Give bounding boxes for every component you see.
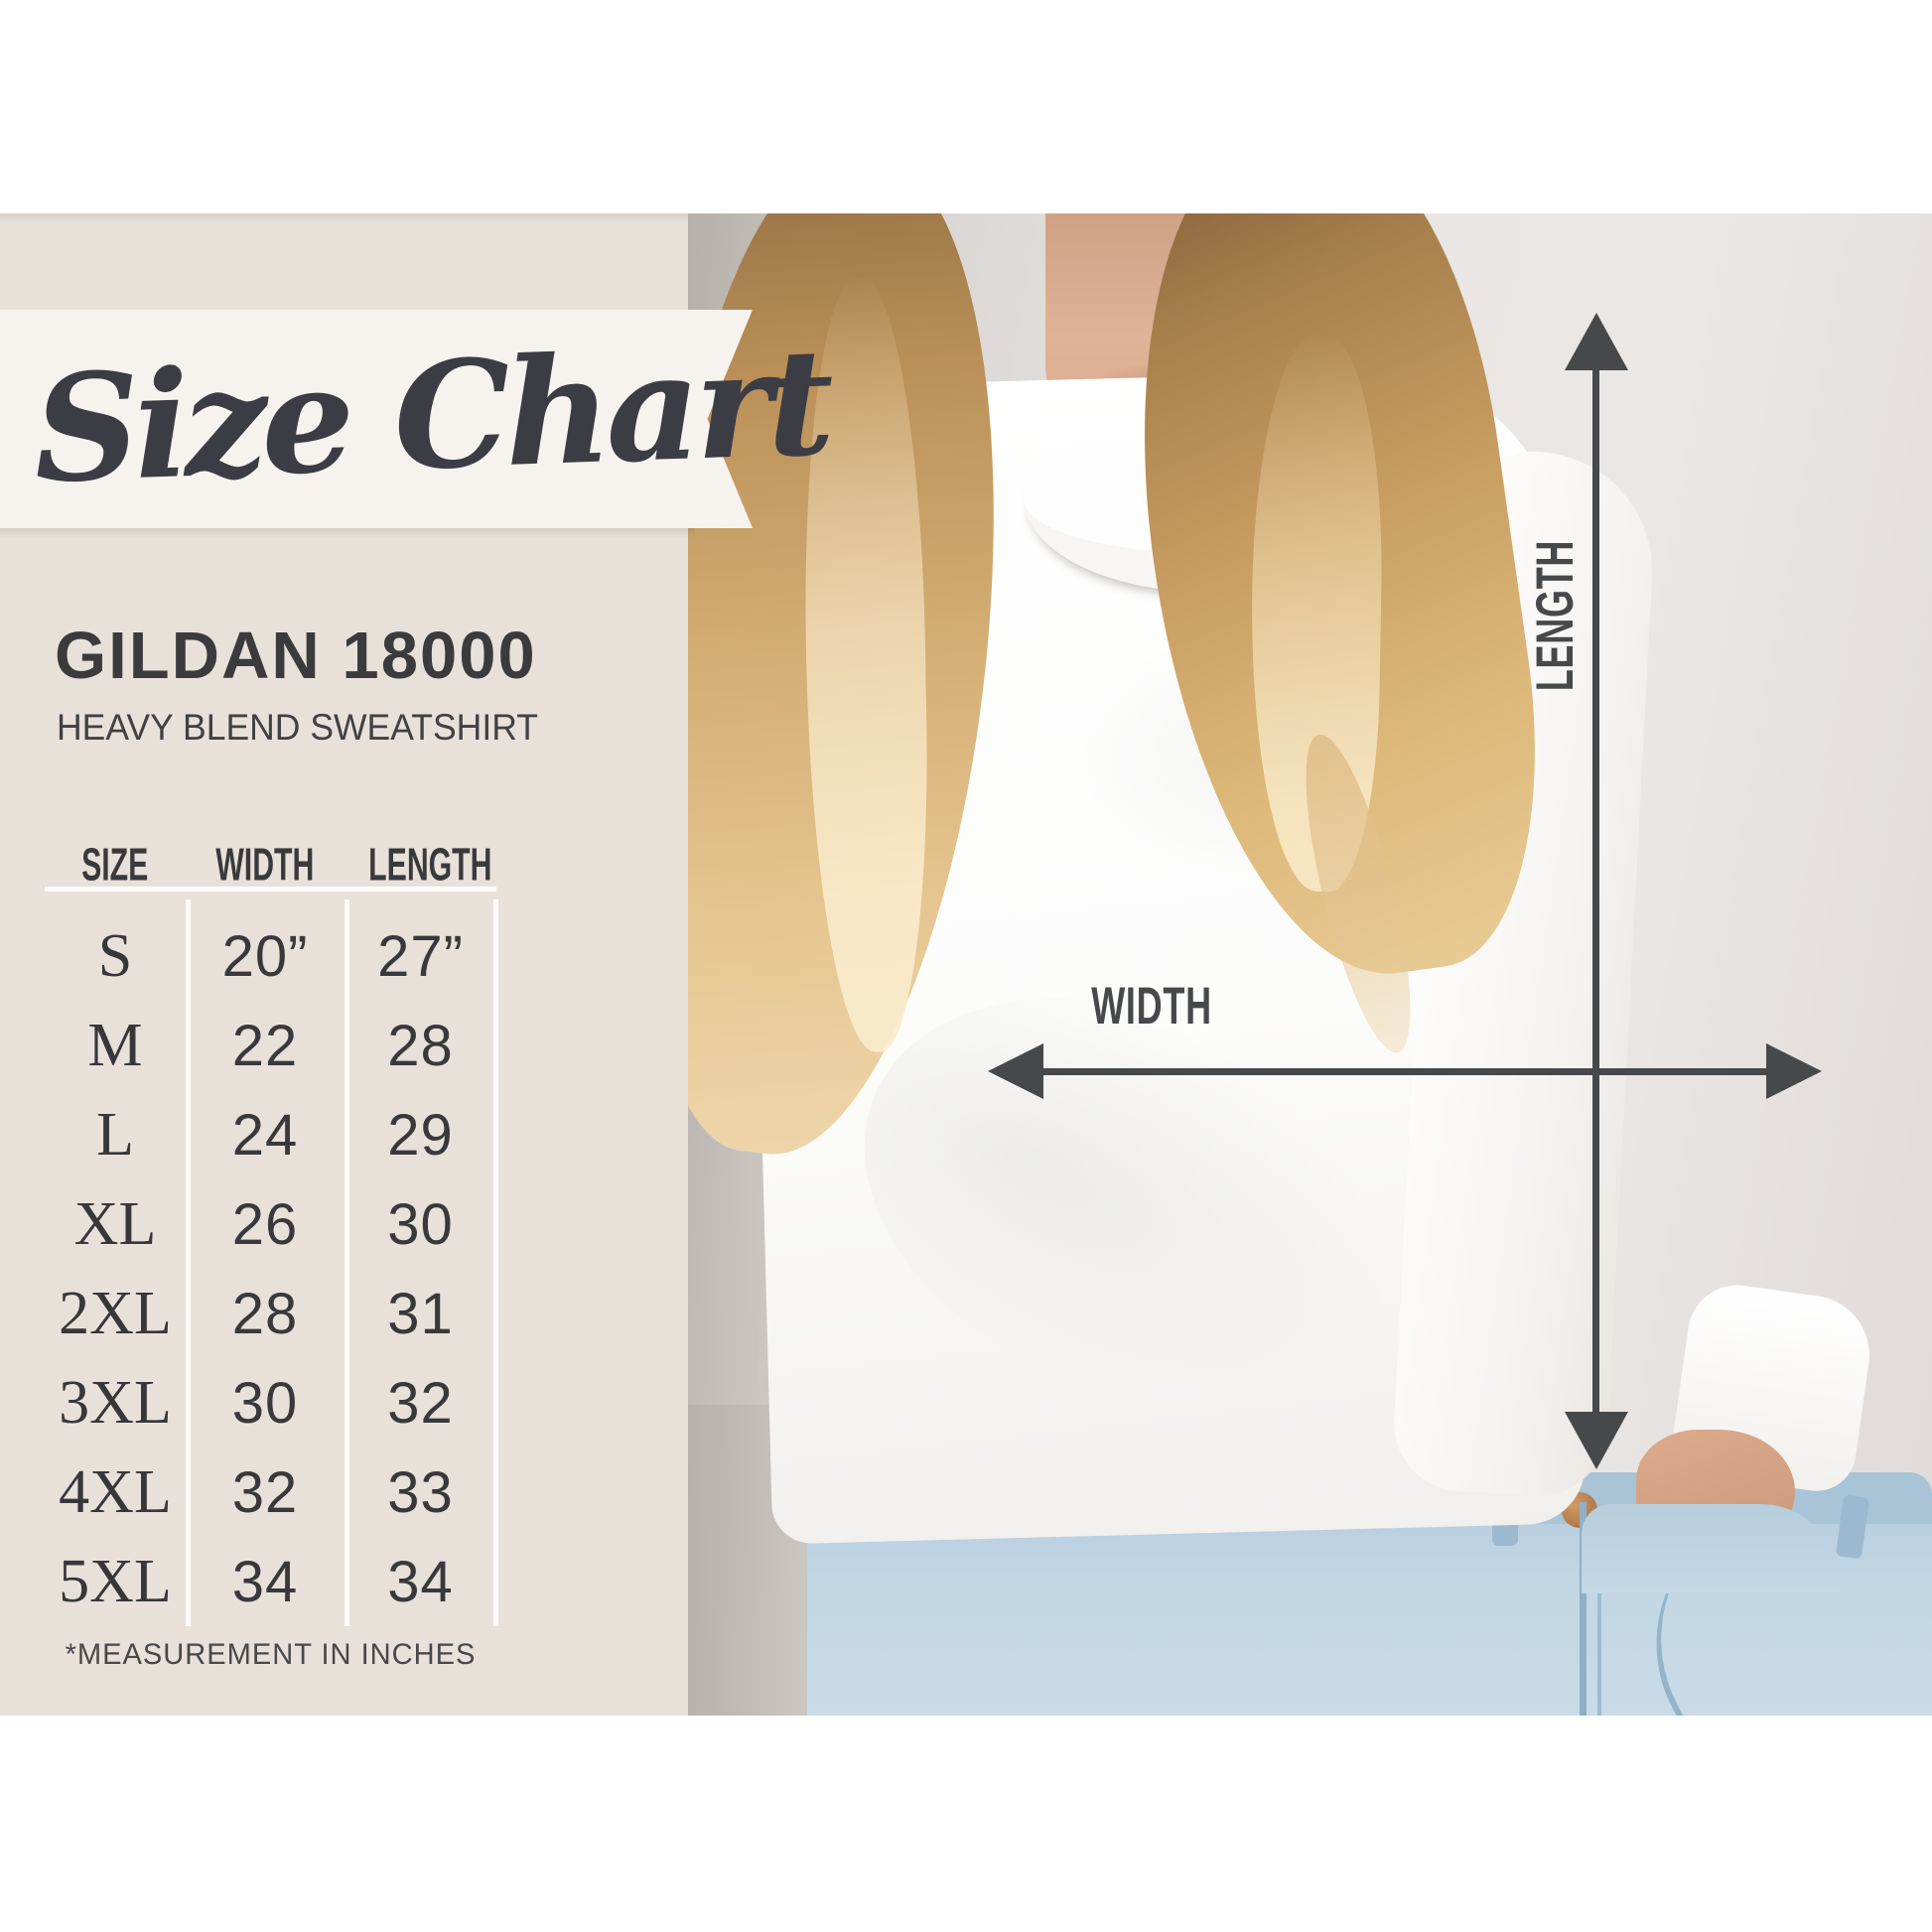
title-ribbon bbox=[0, 310, 753, 528]
arrow-left-icon bbox=[988, 1043, 1043, 1099]
table-header-row: SIZE WIDTH LENGTH bbox=[45, 839, 496, 891]
table-row-width: 28 bbox=[231, 1281, 299, 1346]
table-row-size: XL bbox=[73, 1189, 157, 1258]
product-subtitle: HEAVY BLEND SWEATSHIRT bbox=[57, 707, 538, 748]
jeans-pocket-edge bbox=[1582, 1504, 1840, 1593]
length-dimension-label: LENGTH bbox=[1525, 539, 1585, 692]
table-row-size: 5XL bbox=[59, 1547, 172, 1615]
arrow-down-icon bbox=[1565, 1412, 1628, 1469]
table-row-length: 31 bbox=[387, 1281, 454, 1346]
jeans-fly-seam bbox=[1597, 1512, 1601, 1716]
table-divider bbox=[345, 899, 349, 1626]
header-size: SIZE bbox=[81, 838, 149, 891]
table-row-length: 34 bbox=[387, 1549, 454, 1614]
arrow-up-icon bbox=[1565, 313, 1628, 370]
table-row-width: 26 bbox=[231, 1191, 299, 1257]
table-row-size: S bbox=[97, 921, 133, 990]
table-header-rule bbox=[45, 887, 496, 892]
model-photo: LENGTH WIDTH bbox=[688, 213, 1932, 1716]
table-row-length: 33 bbox=[387, 1459, 454, 1525]
table-row-size: 4XL bbox=[59, 1457, 172, 1526]
table-row-length: 32 bbox=[387, 1370, 454, 1436]
table-row-width: 30 bbox=[231, 1370, 299, 1436]
table-row-width: 34 bbox=[231, 1549, 299, 1614]
measurement-footnote: *MEASUREMENT IN INCHES bbox=[65, 1638, 477, 1671]
table-row-width: 20” bbox=[221, 923, 309, 989]
table-row-width: 24 bbox=[231, 1102, 299, 1168]
table-row-size: M bbox=[87, 1011, 143, 1079]
width-dimension-label: WIDTH bbox=[1091, 976, 1212, 1035]
product-name: GILDAN 18000 bbox=[55, 619, 537, 693]
table-row-size: 3XL bbox=[59, 1368, 172, 1437]
table-row-length: 27” bbox=[377, 923, 464, 989]
table-row-size: L bbox=[96, 1100, 134, 1169]
table-row-length: 29 bbox=[387, 1102, 454, 1168]
length-arrow-line bbox=[1592, 341, 1599, 1443]
header-width: WIDTH bbox=[215, 838, 315, 891]
table-divider bbox=[493, 899, 498, 1626]
jeans-fly-seam bbox=[1580, 1502, 1587, 1716]
table-row-width: 32 bbox=[231, 1459, 299, 1525]
table-row-length: 30 bbox=[387, 1191, 454, 1257]
table-row-size: 2XL bbox=[59, 1279, 172, 1347]
arrow-right-icon bbox=[1766, 1043, 1822, 1099]
page-title: Size Chart bbox=[30, 315, 832, 516]
width-arrow-line bbox=[1016, 1068, 1770, 1075]
size-table: S 20” 27” M 22 28 L 24 29 XL 26 30 2XL 2… bbox=[45, 911, 496, 1626]
table-divider bbox=[186, 899, 191, 1626]
header-length: LENGTH bbox=[368, 838, 492, 891]
table-row-length: 28 bbox=[387, 1013, 454, 1078]
table-row-width: 22 bbox=[231, 1013, 299, 1078]
